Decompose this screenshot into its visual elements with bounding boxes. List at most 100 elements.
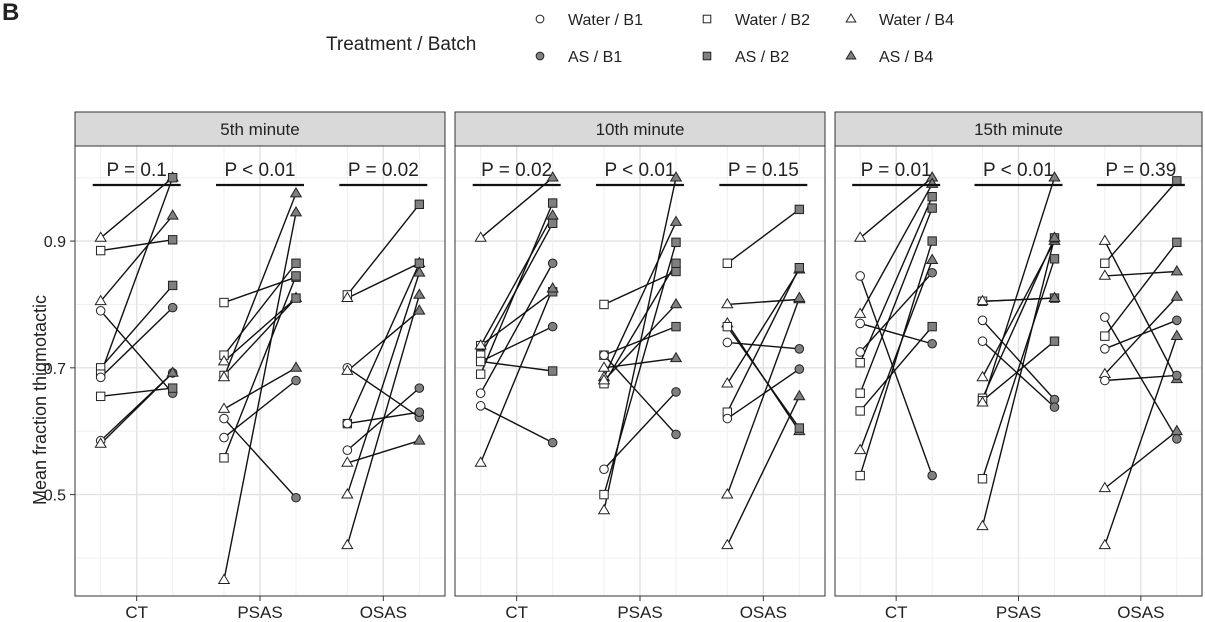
water-point-triangle — [341, 538, 354, 550]
panel-letter: B — [2, 0, 19, 26]
as-point-triangle — [1048, 231, 1061, 242]
legend-entry: Water / B2 — [702, 12, 810, 29]
legend-entry: AS / B4 — [845, 49, 933, 66]
water-point-square — [855, 388, 865, 398]
water-point-square — [95, 245, 106, 256]
as-point-circle — [547, 437, 558, 448]
as-point-circle — [291, 375, 301, 386]
panel-border — [74, 145, 446, 597]
pair-line — [981, 319, 1056, 400]
water-point-circle — [855, 271, 865, 281]
as-point-square — [927, 192, 937, 202]
pair-line — [859, 183, 933, 315]
water-point-triangle — [341, 291, 354, 302]
water-point-square — [1100, 258, 1110, 268]
pair-line — [100, 387, 173, 398]
as-point-triangle — [1048, 171, 1061, 182]
pair-line — [1104, 335, 1178, 546]
legend: Water / B1 Water / B2 Water / B4 AS / B1 AS … — [535, 12, 954, 66]
pair-line — [346, 294, 421, 546]
pair-line — [100, 310, 174, 394]
water-point-triangle — [474, 456, 487, 467]
water-point-triangle — [341, 456, 354, 467]
water-point-triangle — [721, 488, 734, 499]
category-group: P = 0.15 OSAS — [719, 160, 808, 622]
pair-line — [100, 372, 174, 445]
pair-line — [480, 405, 553, 444]
as-point-square — [794, 204, 805, 215]
pair-line — [859, 272, 933, 353]
pair-line — [480, 360, 553, 372]
pair-line — [346, 262, 420, 424]
pair-line — [223, 212, 297, 581]
water-point-square — [599, 489, 609, 500]
water-point-circle — [95, 372, 106, 383]
x-tick-label: PSAS — [617, 603, 662, 622]
water-point-triangle — [1098, 269, 1112, 280]
as-point-triangle — [166, 366, 179, 377]
pvalue-label: P = 0.01 — [861, 160, 932, 181]
as-point-square — [167, 172, 178, 183]
panel-border — [834, 145, 1203, 597]
as-point-triangle — [1170, 424, 1184, 436]
as-point-triangle — [289, 361, 303, 372]
pvalue-label: P < 0.01 — [983, 160, 1054, 181]
water-point-square — [855, 470, 865, 481]
water-point-circle — [1100, 375, 1110, 386]
x-tick-label: OSAS — [360, 603, 407, 622]
pair-line — [726, 297, 800, 495]
as-point-square — [167, 280, 178, 291]
pair-line — [859, 326, 933, 412]
water-point-circle — [599, 350, 609, 360]
pair-line — [1104, 430, 1178, 489]
water-point-circle — [977, 315, 988, 326]
water-point-triangle — [721, 538, 734, 550]
as-point-triangle — [546, 282, 559, 293]
facet-title: 10th minute — [596, 120, 685, 139]
as-point-circle — [671, 387, 681, 397]
legend-key-triangle — [845, 49, 857, 60]
pvalue-label: P = 0.39 — [1105, 160, 1176, 181]
pair-line — [223, 262, 297, 356]
x-tick-label: OSAS — [740, 603, 787, 622]
as-point-triangle — [669, 215, 683, 226]
pair-line — [100, 284, 174, 369]
pair-line — [480, 202, 554, 375]
as-point-triangle — [289, 205, 303, 217]
water-point-triangle — [217, 354, 231, 366]
water-point-triangle — [217, 573, 231, 585]
water-point-triangle — [597, 373, 611, 385]
as-point-triangle — [289, 186, 303, 198]
as-point-circle — [1172, 315, 1182, 326]
pvalue-label: P < 0.01 — [225, 160, 296, 181]
pair-line — [1104, 296, 1178, 375]
pair-line — [727, 298, 800, 306]
legend-key-circle — [535, 14, 545, 24]
x-tick-label: CT — [125, 603, 148, 622]
pair-line — [603, 221, 677, 378]
water-point-circle — [977, 336, 988, 347]
category-group: P < 0.01 PSAS — [974, 160, 1063, 622]
y-axis-ticks: 0.5 0.7 0.9 — [44, 234, 75, 505]
water-point-circle — [722, 337, 733, 348]
legend-entry: Water / B4 — [845, 12, 954, 29]
facet-title: 5th minute — [220, 120, 299, 139]
as-point-square — [291, 293, 301, 303]
pair-line — [346, 203, 420, 296]
water-point-square — [219, 453, 229, 463]
legend-key-square — [702, 51, 712, 61]
water-point-triangle — [94, 437, 107, 448]
as-point-square — [794, 262, 805, 273]
facet-panel: 15th minute P = 0.01 CT P < 0.01 PSAS P = 0.3… — [834, 111, 1203, 622]
water-point-square — [977, 474, 988, 484]
as-point-square — [547, 218, 558, 229]
as-point-triangle — [669, 171, 683, 182]
as-point-circle — [794, 364, 805, 374]
as-point-triangle — [413, 288, 426, 299]
pair-line — [100, 239, 173, 252]
pair-line — [346, 367, 420, 418]
legend-title: Treatment / Batch — [326, 34, 476, 55]
as-point-square — [671, 258, 681, 268]
pair-line — [100, 177, 174, 375]
water-point-triangle — [341, 488, 354, 499]
